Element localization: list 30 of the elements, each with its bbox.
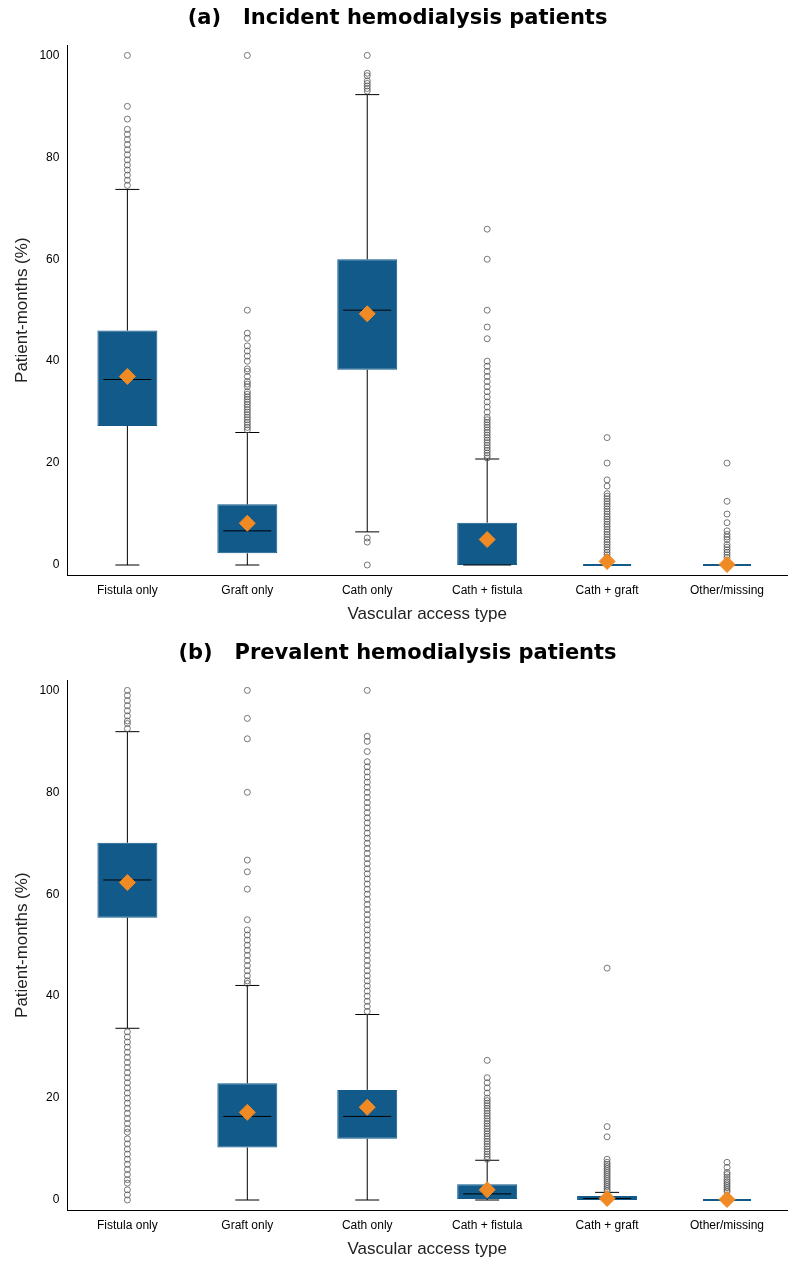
- x-tick-label: Cath + graft: [575, 582, 640, 597]
- x-tick-label: Fistula only: [97, 1217, 158, 1232]
- chart-title: (b) Prevalent hemodialysis patients: [178, 640, 617, 665]
- x-tick-label: Graft only: [221, 582, 274, 597]
- x-tick-label: Cath + fistula: [451, 582, 523, 597]
- x-tick-label: Other/missing: [690, 1217, 765, 1232]
- x-tick-label: Cath only: [341, 1217, 393, 1232]
- y-tick-label: 60: [46, 886, 60, 901]
- y-axis-title: Patient-months (%): [11, 872, 31, 1018]
- y-tick-label: 0: [52, 557, 60, 572]
- y-tick-label: 40: [46, 988, 60, 1003]
- y-tick-label: 20: [46, 455, 60, 470]
- y-tick-label: 40: [46, 353, 60, 368]
- x-tick-label: Fistula only: [97, 582, 158, 597]
- y-tick-label: 80: [46, 784, 60, 799]
- x-tick-label: Cath + graft: [575, 1217, 640, 1232]
- y-tick-label: 60: [46, 251, 60, 266]
- y-tick-label: 0: [52, 1192, 60, 1207]
- x-tick-label: Graft only: [221, 1217, 274, 1232]
- x-tick-label: Cath only: [341, 582, 393, 597]
- y-tick-label: 100: [39, 682, 60, 697]
- x-axis-title: Vascular access type: [347, 604, 507, 624]
- y-tick-label: 80: [46, 149, 60, 164]
- y-tick-label: 100: [39, 47, 60, 62]
- x-tick-label: Other/missing: [690, 582, 765, 597]
- chart-title: (a) Incident hemodialysis patients: [187, 5, 608, 30]
- y-axis-title: Patient-months (%): [11, 237, 31, 383]
- y-tick-label: 20: [46, 1090, 60, 1105]
- x-axis-title: Vascular access type: [347, 1239, 507, 1259]
- x-tick-label: Cath + fistula: [451, 1217, 523, 1232]
